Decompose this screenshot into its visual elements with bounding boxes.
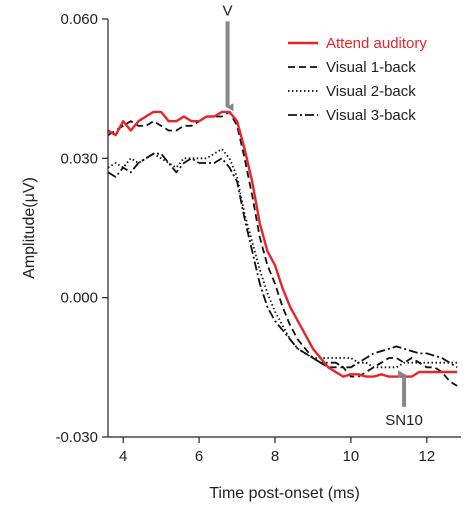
x-tick-label: 8 (271, 448, 279, 465)
series-layer (107, 110, 458, 387)
axes-layer: -0.030 0.000 0.030 0.060 4 6 8 10 12 (55, 11, 461, 465)
legend-label-0: Attend auditory (326, 35, 427, 52)
y-axis-title: Amplitude(μV) (21, 177, 38, 279)
annotation-layer: V SN10 (223, 2, 423, 428)
legend-label-1: Visual 1-back (326, 59, 416, 76)
series-line-1 (107, 111, 458, 387)
series-line-3 (107, 152, 458, 369)
legend-label-3: Visual 3-back (326, 107, 416, 124)
y-tick-label: 0.030 (60, 150, 98, 167)
series-line-0 (107, 110, 458, 378)
annotation-label-1: SN10 (385, 412, 423, 429)
x-tick-label: 6 (195, 448, 203, 465)
y-tick-label: 0.000 (60, 290, 98, 307)
legend: Attend auditory Visual 1-back Visual 2-bac… (288, 35, 427, 124)
x-axis-title: Time post-onset (ms) (209, 485, 360, 502)
series-line-2 (107, 148, 458, 369)
y-tick-label: 0.060 (60, 11, 98, 28)
x-tick-label: 10 (343, 448, 360, 465)
y-tick-label: -0.030 (55, 429, 98, 446)
annotation-label-0: V (223, 2, 233, 19)
legend-label-2: Visual 2-back (326, 83, 416, 100)
x-tick-label: 4 (119, 448, 127, 465)
x-tick-label: 12 (418, 448, 435, 465)
